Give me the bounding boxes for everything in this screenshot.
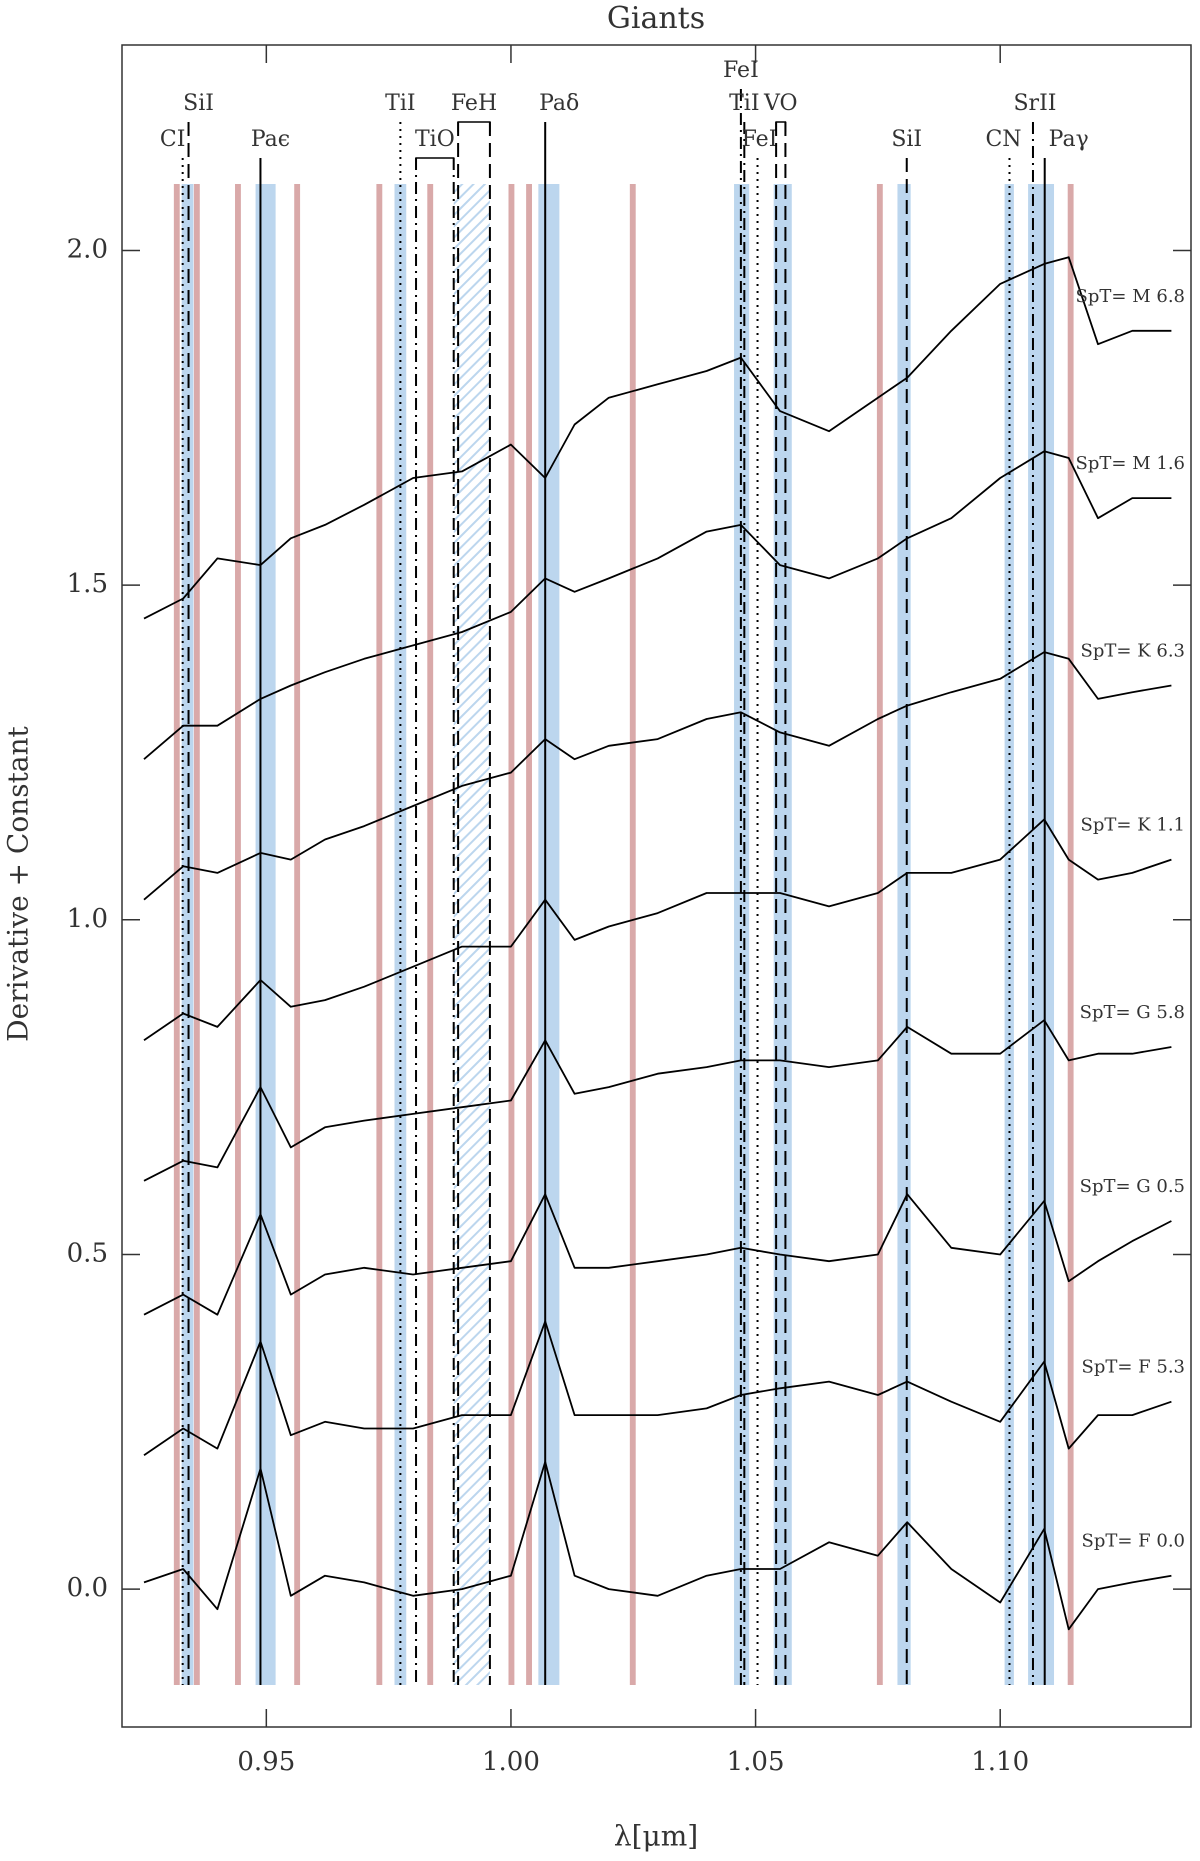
feature-label: SrII: [1013, 91, 1056, 116]
band: [773, 184, 792, 1685]
feature-label: TiI: [729, 91, 759, 116]
x-tick-label: 1.00: [482, 1747, 540, 1777]
feature-label: Paγ: [1049, 127, 1089, 152]
spectrum-line: [143, 450, 1172, 760]
feature-bracket: [415, 157, 455, 168]
band: [629, 184, 636, 1685]
spectrum-line: [143, 1461, 1172, 1631]
band: [1067, 184, 1074, 1685]
band: [181, 184, 194, 1685]
band: [1004, 184, 1014, 1685]
feature-label: FeH: [451, 91, 497, 116]
chart-title: Giants: [607, 1, 705, 36]
band: [173, 184, 180, 1685]
feature-label: SiI: [183, 91, 214, 116]
band: [294, 184, 301, 1685]
feature-label: Paδ: [539, 91, 579, 116]
feature-label: Paϵ: [251, 127, 290, 152]
y-tick-label: 1.5: [67, 569, 108, 599]
feature-label: FeI: [723, 58, 759, 83]
feature-label: CN: [985, 127, 1021, 152]
y-tick-label: 0.0: [67, 1573, 108, 1603]
band: [255, 184, 276, 1685]
band: [876, 184, 883, 1685]
series-label: SpT= F 0.0: [1082, 1531, 1186, 1552]
series-label: SpT= G 0.5: [1080, 1176, 1185, 1197]
spectrum-line: [143, 1193, 1172, 1316]
y-axis-label: Derivative + Constant: [2, 725, 35, 1041]
band: [453, 184, 490, 1685]
y-tick-label: 1.0: [67, 904, 108, 934]
band: [193, 184, 200, 1685]
feature-label: CI: [160, 127, 186, 152]
x-tick-label: 1.05: [727, 1747, 785, 1777]
y-tick-label: 0.5: [67, 1238, 108, 1268]
x-tick-label: 0.95: [237, 1747, 295, 1777]
feature-label: FeI: [742, 127, 778, 152]
spectrum-line: [143, 1019, 1172, 1182]
band: [897, 184, 911, 1685]
series-label: SpT= M 1.6: [1076, 453, 1185, 474]
x-axis-label: λ[μm]: [614, 1820, 698, 1853]
feature-label: VO: [763, 91, 798, 116]
feature-label: TiI: [385, 91, 415, 116]
band: [508, 184, 515, 1685]
y-tick-label: 2.0: [67, 234, 108, 264]
feature-label: TiO: [415, 127, 455, 152]
band: [526, 184, 532, 1685]
series-label: SpT= G 5.8: [1080, 1002, 1185, 1023]
spectrum-line: [143, 651, 1172, 901]
series-label: SpT= F 5.3: [1082, 1357, 1186, 1378]
band: [538, 184, 560, 1685]
band: [376, 184, 383, 1685]
x-tick-label: 1.10: [971, 1747, 1029, 1777]
spectrum-line: [143, 1320, 1172, 1457]
series-label: SpT= M 6.8: [1076, 286, 1185, 307]
band: [1028, 184, 1055, 1685]
band: [235, 184, 241, 1685]
feature-bracket: [775, 121, 787, 132]
spectrum-line: [143, 256, 1172, 620]
spectrum-line: [143, 818, 1172, 1042]
series-label: SpT= K 1.1: [1081, 815, 1185, 836]
band: [427, 184, 434, 1685]
feature-bracket: [457, 121, 491, 132]
feature-label: SiI: [891, 127, 922, 152]
series-label: SpT= K 6.3: [1081, 641, 1185, 662]
plot-frame: [121, 44, 1192, 1728]
